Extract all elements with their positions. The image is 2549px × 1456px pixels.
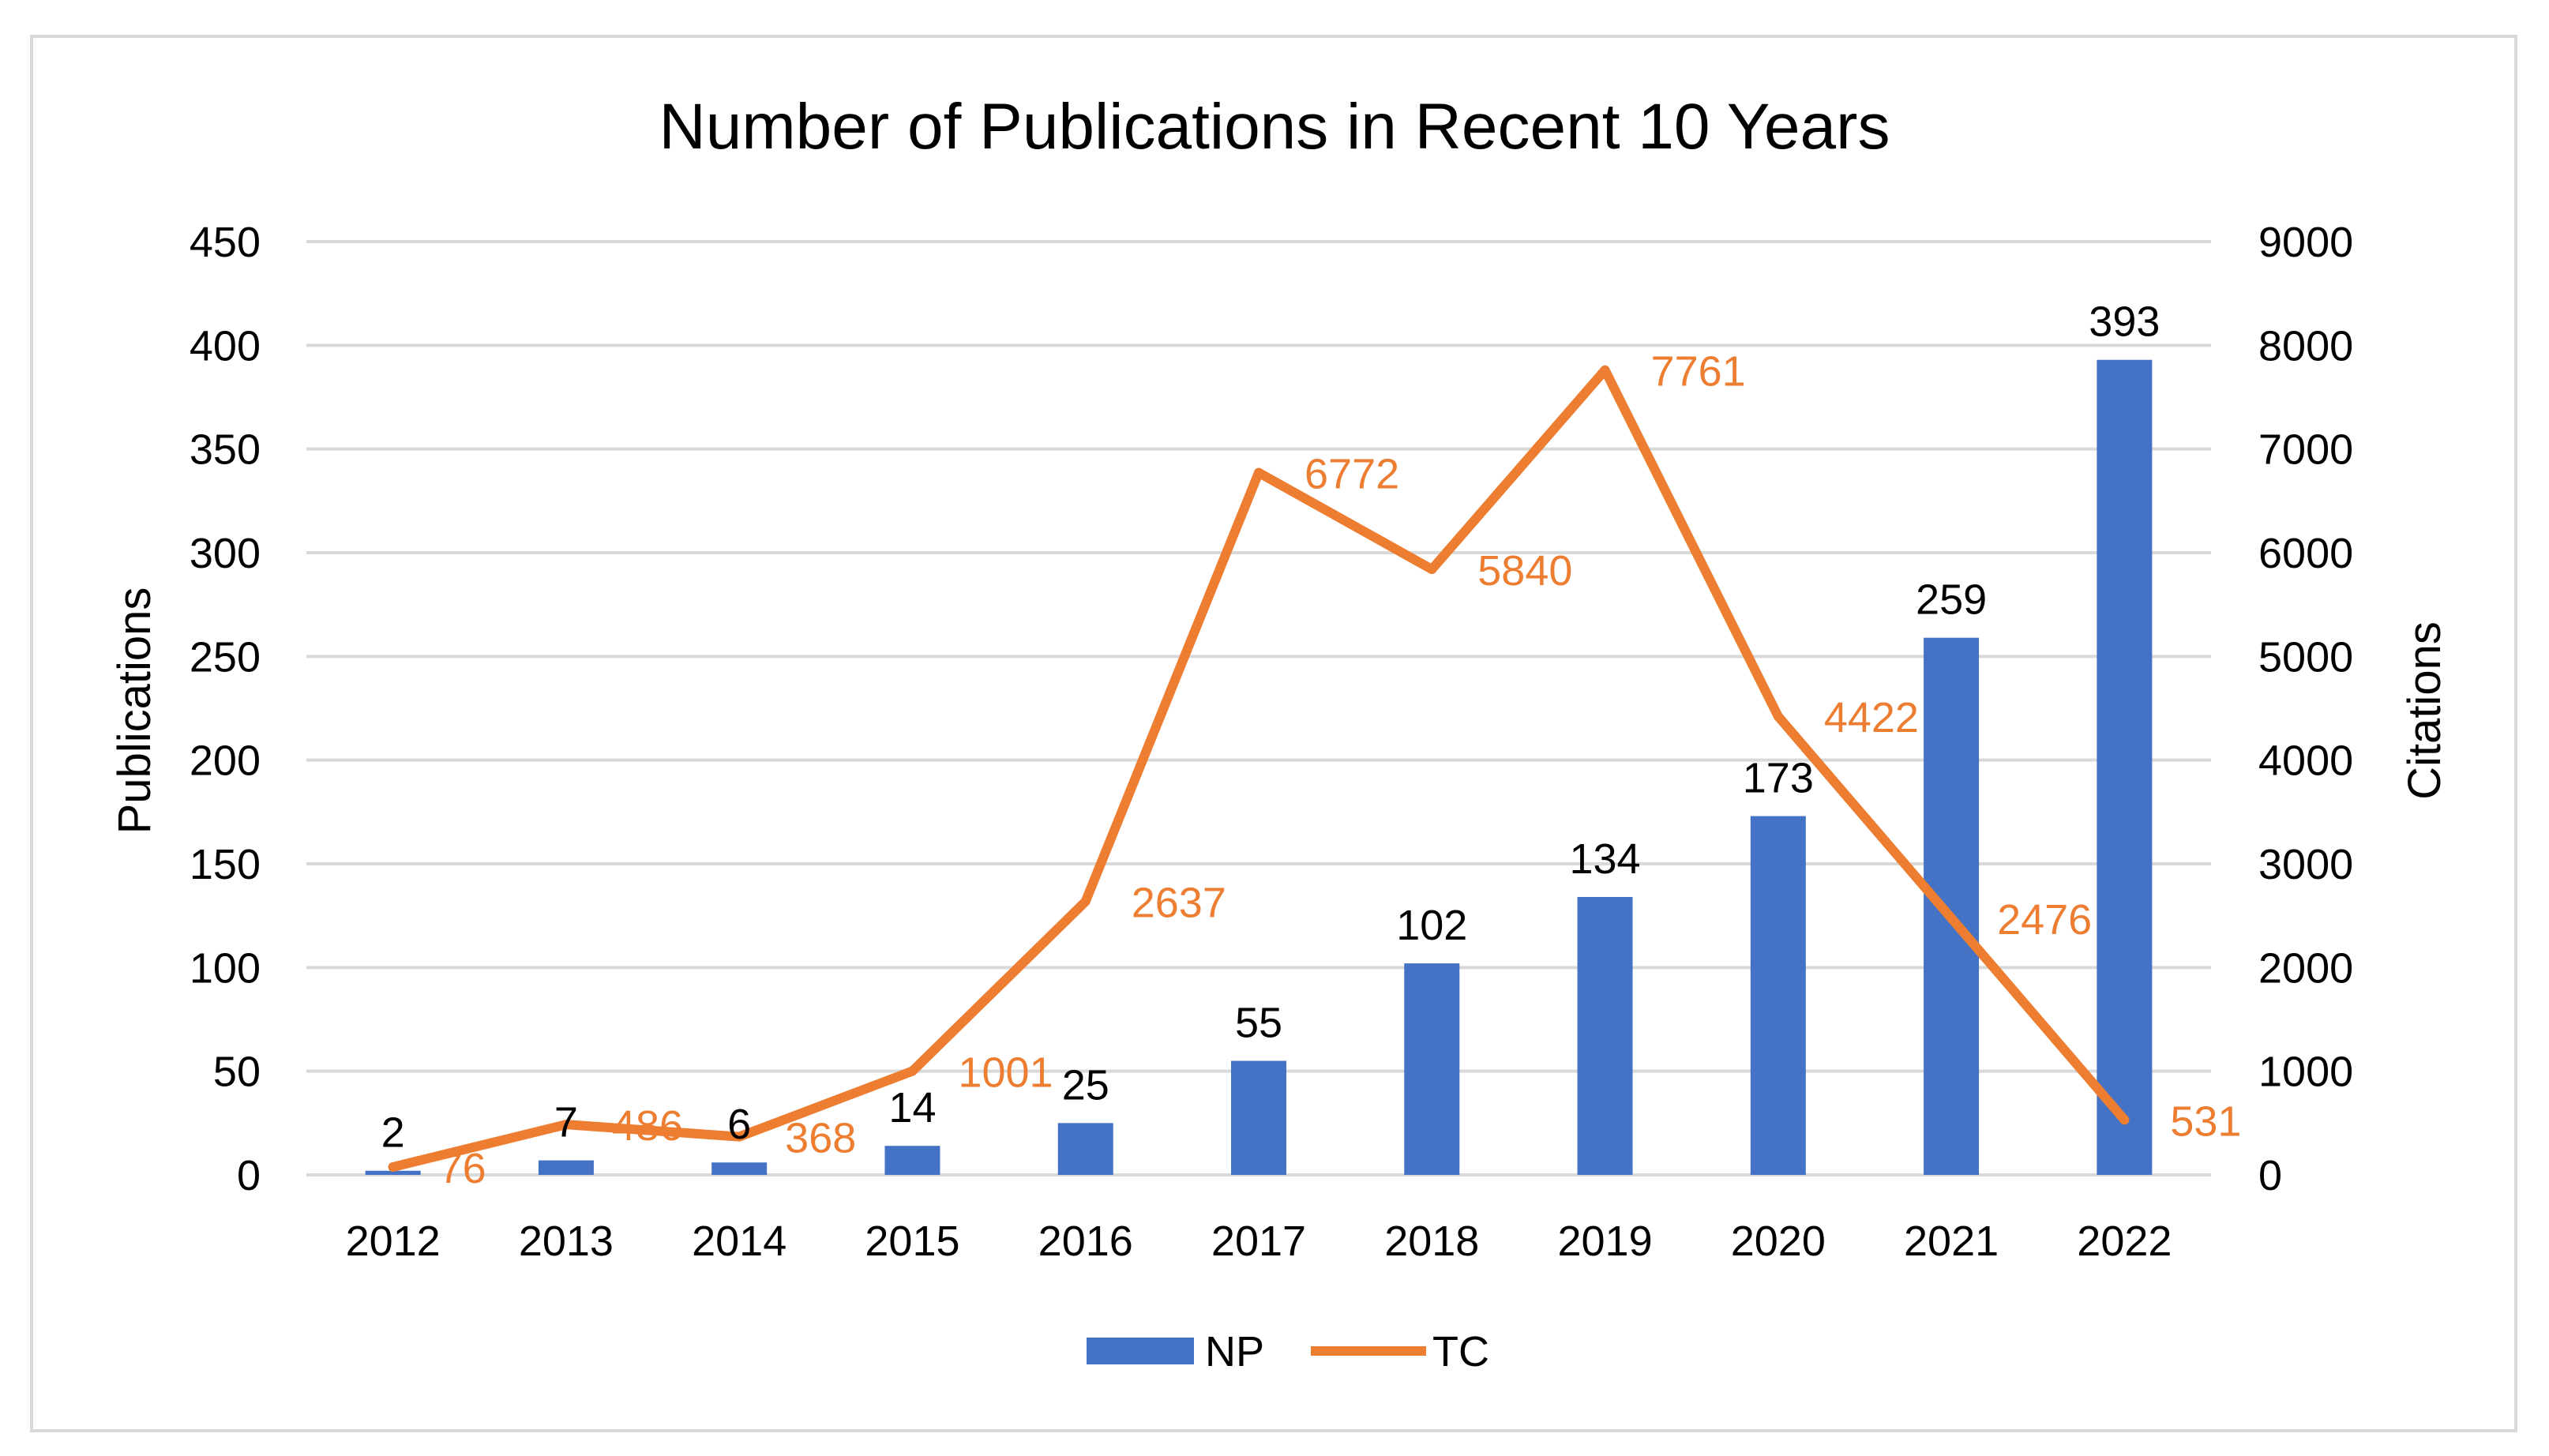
- y-tick-label: 350: [190, 426, 261, 474]
- tc-data-label: 5840: [1477, 547, 1572, 595]
- y2-axis-title: Citations: [2399, 621, 2450, 800]
- np-data-label: 6: [727, 1101, 751, 1148]
- x-tick-label: 2022: [2077, 1218, 2172, 1265]
- x-tick-label: 2021: [1904, 1218, 1999, 1265]
- tc-point: [561, 1120, 571, 1130]
- np-bar: [538, 1160, 594, 1175]
- y2-tick-label: 4000: [2258, 737, 2353, 785]
- x-tick-label: 2014: [692, 1218, 786, 1265]
- y-tick-label: 100: [190, 944, 261, 992]
- tc-data-label: 2476: [1997, 896, 2092, 944]
- x-axis-ticks: 2012 2013 2014 2015 2016 2017 2018 2019 2020 2021…: [346, 1218, 2172, 1265]
- np-bar: [1404, 963, 1460, 1175]
- np-bar: [884, 1146, 940, 1175]
- x-tick-label: 2013: [519, 1218, 614, 1265]
- y2-tick-label: 3000: [2258, 841, 2353, 888]
- np-data-labels: 2 7 6 14 25 55 102 134 173 259 393: [381, 298, 2160, 1157]
- tc-point: [388, 1162, 398, 1173]
- tc-data-label: 7761: [1651, 348, 1746, 396]
- np-bars: [365, 359, 2153, 1176]
- y-tick-label: 300: [190, 530, 261, 577]
- np-data-label: 25: [1062, 1061, 1109, 1109]
- tc-point: [1080, 896, 1091, 906]
- y2-tick-label: 1000: [2258, 1049, 2353, 1096]
- gridlines: [306, 240, 2211, 1176]
- np-bar: [1231, 1060, 1286, 1175]
- tc-point: [734, 1131, 745, 1142]
- tc-data-label: 368: [785, 1115, 856, 1162]
- tc-point: [1600, 365, 1610, 375]
- x-tick-label: 2012: [346, 1218, 441, 1265]
- y2-tick-label: 2000: [2258, 944, 2353, 992]
- tc-data-label: 531: [2170, 1098, 2241, 1145]
- tc-data-label: 2637: [1132, 880, 1226, 927]
- np-data-label: 2: [381, 1109, 405, 1157]
- y2-tick-label: 0: [2258, 1152, 2282, 1199]
- y2-tick-label: 9000: [2258, 219, 2353, 266]
- y-tick-label: 250: [190, 633, 261, 681]
- np-bar: [711, 1162, 768, 1175]
- tc-data-label: 6772: [1305, 451, 1399, 498]
- right-axis-ticks: 0 1000 2000 3000 4000 5000 6000 7000 8000 9000: [2258, 219, 2353, 1199]
- tc-point: [1427, 565, 1437, 575]
- tc-point: [907, 1066, 918, 1076]
- y-tick-label: 200: [190, 737, 261, 785]
- x-tick-label: 2015: [865, 1218, 959, 1265]
- np-data-label: 14: [888, 1084, 936, 1131]
- x-tick-label: 2018: [1384, 1218, 1479, 1265]
- tc-line: [388, 365, 2130, 1173]
- tc-point: [1254, 467, 1263, 478]
- legend-swatch-np: [1087, 1338, 1194, 1364]
- np-data-label: 393: [2089, 298, 2160, 346]
- np-bar: [1750, 816, 1806, 1175]
- chart-frame: [30, 35, 2517, 1432]
- y-tick-label: 50: [213, 1049, 261, 1096]
- y-tick-label: 150: [190, 841, 261, 888]
- np-data-label: 134: [1569, 835, 1640, 883]
- tc-point: [2119, 1115, 2130, 1125]
- chart-title: Number of Publications in Recent 10 Year…: [659, 91, 1890, 163]
- legend: NP TC: [1087, 1328, 1489, 1375]
- np-bar: [1057, 1123, 1113, 1175]
- tc-series-line: [388, 365, 2130, 1173]
- np-data-label: 102: [1396, 902, 1467, 949]
- np-bar: [365, 1170, 421, 1175]
- y-tick-label: 0: [237, 1152, 261, 1199]
- np-bar: [2097, 359, 2153, 1176]
- x-tick-label: 2020: [1731, 1218, 1826, 1265]
- y2-tick-label: 8000: [2258, 322, 2353, 370]
- x-tick-label: 2016: [1038, 1218, 1133, 1265]
- np-data-label: 55: [1235, 1000, 1282, 1047]
- y-tick-label: 450: [190, 219, 261, 266]
- tc-data-label: 76: [439, 1145, 486, 1192]
- tc-point: [1773, 711, 1783, 722]
- np-bar: [1924, 637, 1980, 1175]
- legend-label-np: NP: [1205, 1328, 1264, 1375]
- np-data-label: 7: [554, 1099, 578, 1146]
- x-tick-label: 2019: [1557, 1218, 1652, 1265]
- tc-data-label: 4422: [1824, 694, 1919, 741]
- y2-tick-label: 5000: [2258, 633, 2353, 681]
- y-tick-label: 400: [190, 322, 261, 370]
- left-axis-ticks: 0 50 100 150 200 250 300 350 400 450: [190, 219, 261, 1199]
- tc-data-label: 1001: [958, 1049, 1053, 1097]
- tc-data-label: 486: [612, 1102, 683, 1150]
- legend-label-tc: TC: [1432, 1328, 1489, 1375]
- tc-point: [1946, 913, 1957, 923]
- np-data-label: 173: [1743, 755, 1814, 802]
- np-bar: [1577, 897, 1633, 1175]
- y-axis-title: Publications: [109, 587, 160, 835]
- np-data-label: 259: [1916, 576, 1987, 624]
- y2-tick-label: 7000: [2258, 426, 2353, 474]
- x-tick-label: 2017: [1211, 1218, 1306, 1265]
- y2-tick-label: 6000: [2258, 530, 2353, 577]
